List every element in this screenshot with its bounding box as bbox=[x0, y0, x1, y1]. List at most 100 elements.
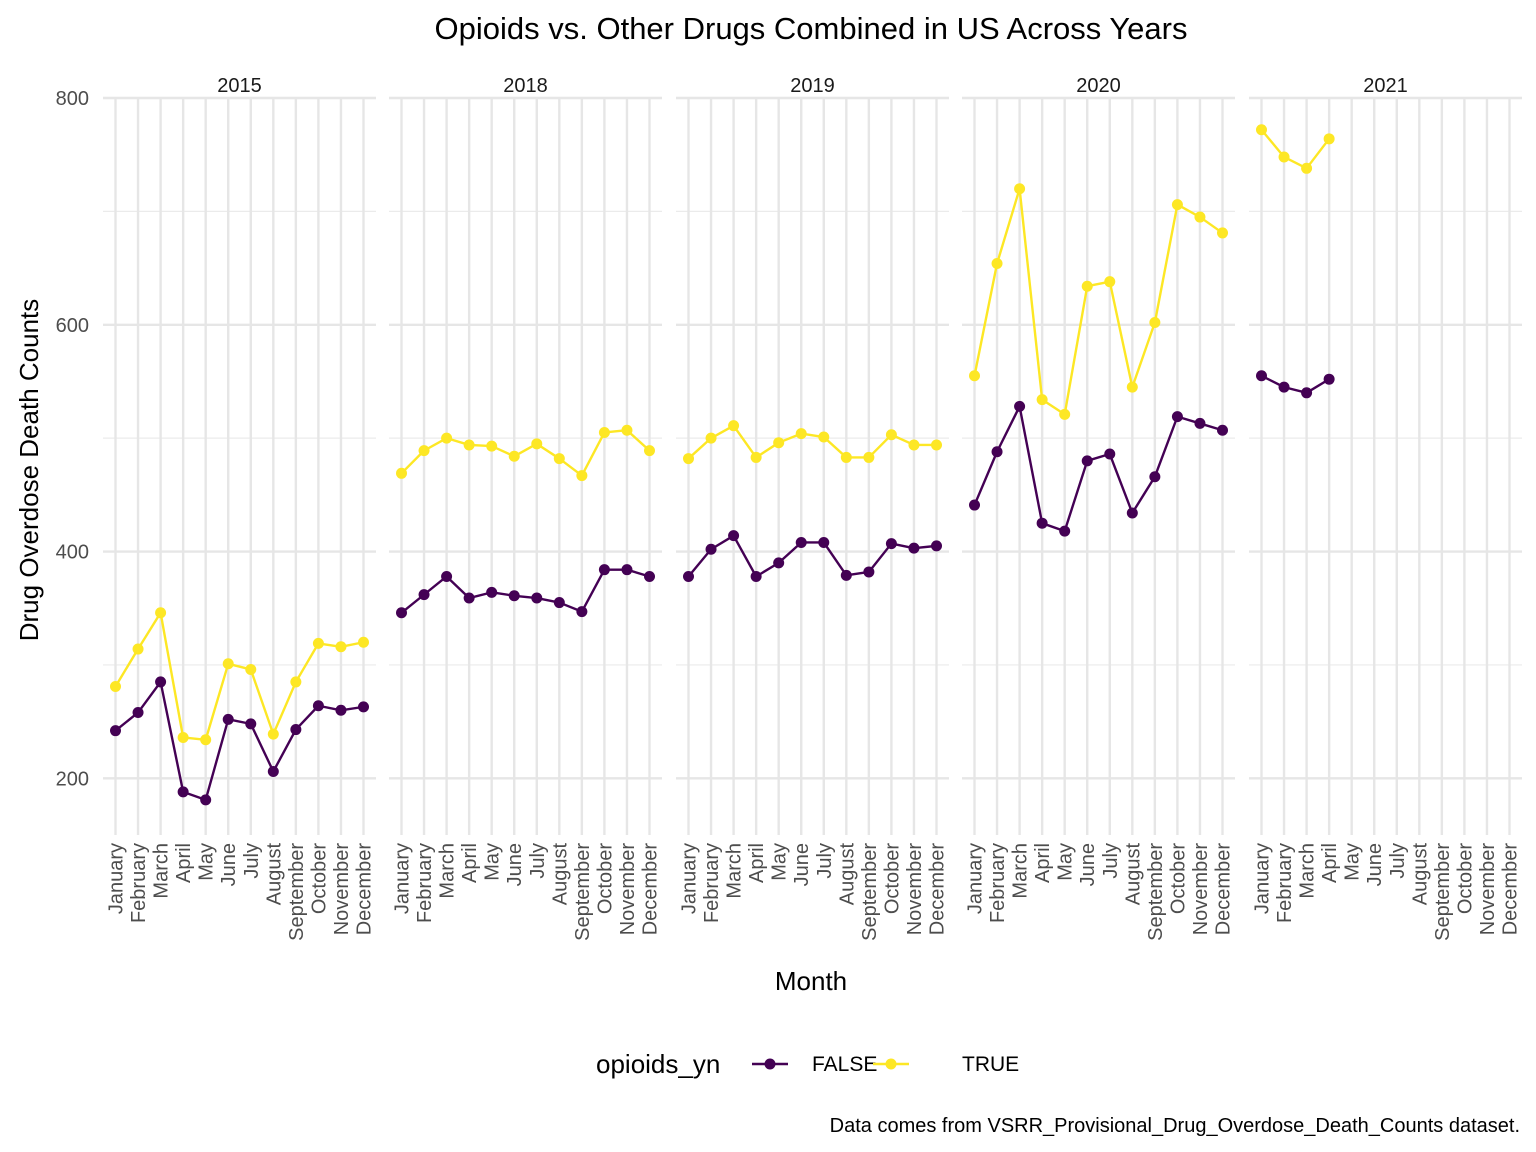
data-point-true bbox=[245, 663, 257, 675]
series-line-true bbox=[1260, 128, 1331, 170]
x-tick-label: August bbox=[549, 843, 571, 906]
series-line-true bbox=[400, 429, 651, 477]
x-tick-label: November bbox=[1477, 843, 1499, 936]
data-point-true bbox=[818, 431, 830, 443]
x-tick-label: January bbox=[965, 843, 987, 914]
x-tick-label: March bbox=[1010, 843, 1032, 899]
x-tick-label: October bbox=[1454, 843, 1476, 914]
x-tick-label: January bbox=[106, 843, 128, 914]
data-point-true bbox=[553, 453, 565, 465]
x-tick-label: February bbox=[414, 843, 436, 923]
data-point-false bbox=[908, 542, 920, 554]
data-point-false bbox=[598, 564, 610, 576]
data-point-false bbox=[335, 704, 347, 716]
x-tick-label: August bbox=[263, 843, 285, 906]
data-point-false bbox=[773, 557, 785, 569]
data-point-false bbox=[290, 724, 302, 736]
data-point-false bbox=[1217, 424, 1228, 436]
x-tick-label: September bbox=[286, 843, 308, 941]
x-tick-label: March bbox=[437, 843, 459, 899]
x-tick-label: April bbox=[746, 843, 768, 883]
x-tick-label: October bbox=[594, 843, 616, 914]
data-point-false bbox=[840, 569, 852, 581]
series-line-false bbox=[114, 680, 364, 802]
data-point-true bbox=[1171, 199, 1183, 211]
x-tick-label: August bbox=[1409, 843, 1431, 906]
data-point-false bbox=[1126, 507, 1138, 519]
x-tick-label: June bbox=[218, 843, 240, 886]
data-point-false bbox=[644, 570, 655, 582]
data-point-true bbox=[1104, 276, 1116, 288]
data-point-true bbox=[441, 432, 453, 444]
data-point-true bbox=[644, 445, 655, 457]
legend-label: FALSE bbox=[812, 1053, 877, 1076]
data-point-false bbox=[396, 607, 407, 619]
data-point-false bbox=[508, 590, 520, 602]
x-tick-label: October bbox=[1167, 843, 1189, 914]
data-point-true bbox=[598, 426, 610, 438]
facet-panel-2021: 2021 January February March April May June July… bbox=[1249, 75, 1522, 941]
data-point-false bbox=[1301, 387, 1313, 399]
data-point-true bbox=[1059, 408, 1071, 420]
data-point-true bbox=[1149, 317, 1161, 329]
data-point-true bbox=[1256, 124, 1267, 136]
data-point-true bbox=[683, 453, 694, 465]
facet-label: 2018 bbox=[503, 75, 548, 97]
data-point-false bbox=[358, 701, 369, 713]
data-point-false bbox=[531, 592, 543, 604]
facet-label: 2015 bbox=[217, 75, 262, 97]
x-tick-label: February bbox=[987, 843, 1009, 923]
x-tick-label: April bbox=[1319, 843, 1341, 883]
data-point-true bbox=[312, 637, 324, 649]
data-point-true bbox=[795, 428, 807, 440]
x-tick-label: May bbox=[482, 843, 504, 881]
legend-point bbox=[885, 1058, 897, 1070]
x-tick-label: May bbox=[1342, 843, 1364, 881]
data-point-true bbox=[1217, 227, 1228, 239]
data-point-true bbox=[621, 424, 633, 436]
data-point-false bbox=[818, 536, 830, 548]
data-point-false bbox=[155, 676, 167, 688]
data-point-false bbox=[1194, 417, 1206, 429]
x-tick-label: September bbox=[1145, 843, 1167, 941]
x-tick-label: December bbox=[354, 843, 376, 936]
facet-label: 2019 bbox=[790, 75, 835, 97]
chart-title: Opioids vs. Other Drugs Combined in US A… bbox=[435, 11, 1188, 46]
data-point-false bbox=[863, 566, 875, 578]
data-point-true bbox=[1194, 211, 1206, 223]
data-point-true bbox=[969, 370, 980, 382]
data-point-true bbox=[1081, 280, 1093, 292]
data-point-false bbox=[441, 570, 453, 582]
data-point-true bbox=[931, 439, 942, 451]
data-point-true bbox=[750, 451, 762, 463]
x-tick-label: March bbox=[151, 843, 173, 899]
x-tick-label: April bbox=[173, 843, 195, 883]
series-line-false bbox=[687, 534, 937, 578]
data-point-true bbox=[200, 734, 212, 746]
data-point-false bbox=[222, 713, 234, 725]
data-point-true bbox=[132, 643, 144, 655]
data-point-false bbox=[312, 700, 324, 712]
data-point-false bbox=[463, 592, 475, 604]
y-axis-title: Drug Overdose Death Counts bbox=[14, 299, 44, 642]
data-point-true bbox=[463, 439, 475, 451]
data-point-true bbox=[1323, 133, 1335, 145]
data-point-true bbox=[705, 432, 717, 444]
x-tick-label: November bbox=[331, 843, 353, 936]
x-tick-label: July bbox=[1387, 843, 1409, 879]
data-point-true bbox=[267, 728, 279, 740]
data-point-false bbox=[1278, 381, 1290, 393]
data-point-false bbox=[931, 540, 942, 552]
data-point-false bbox=[969, 499, 980, 511]
x-tick-label: February bbox=[1274, 843, 1296, 923]
x-tick-label: July bbox=[814, 843, 836, 879]
data-point-false bbox=[750, 570, 762, 582]
series-line-false bbox=[973, 405, 1223, 533]
data-point-false bbox=[728, 530, 740, 542]
x-tick-label: June bbox=[791, 843, 813, 886]
legend-key-false: FALSE bbox=[752, 1053, 877, 1076]
x-tick-label: April bbox=[1032, 843, 1054, 883]
x-tick-label: December bbox=[1213, 843, 1235, 936]
data-point-true bbox=[110, 680, 121, 692]
